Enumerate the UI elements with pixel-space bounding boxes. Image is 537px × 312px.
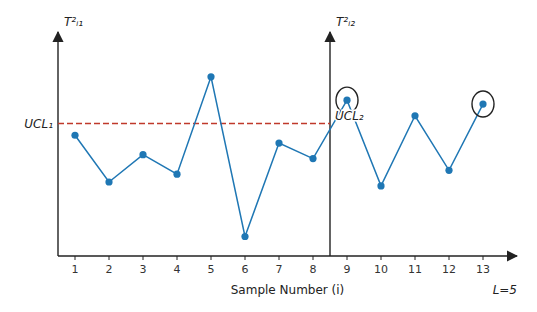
- series-line: [75, 77, 483, 237]
- x-tick-label: 8: [310, 263, 317, 276]
- y-axis-label-right: T²ᵢ₂: [336, 15, 355, 29]
- data-point: [479, 100, 486, 107]
- annotation: L=5: [493, 283, 517, 297]
- ucl-label: UCL₂: [335, 109, 364, 123]
- x-tick-label: 2: [106, 263, 113, 276]
- x-tick-label: 13: [476, 263, 490, 276]
- chart: 12345678910111213Sample Number (i)L=5T²ᵢ…: [0, 0, 537, 312]
- y-axis-label: T²ᵢ₁: [64, 15, 83, 29]
- x-axis: [58, 255, 517, 256]
- data-point: [309, 155, 316, 162]
- x-tick-label: 1: [72, 263, 79, 276]
- data-point: [139, 151, 146, 158]
- x-tick: [415, 256, 416, 260]
- y-axis: [57, 32, 58, 256]
- x-tick-label: 5: [208, 263, 215, 276]
- phase-split-axis: [329, 32, 330, 256]
- x-tick: [313, 256, 314, 260]
- x-tick: [483, 256, 484, 260]
- data-point: [275, 139, 282, 146]
- x-tick: [143, 256, 144, 260]
- data-point: [71, 132, 78, 139]
- x-tick: [177, 256, 178, 260]
- x-axis-label: Sample Number (i): [231, 283, 345, 297]
- ucl-label: UCL₁: [24, 117, 53, 131]
- x-tick-label: 4: [174, 263, 181, 276]
- data-point: [343, 97, 350, 104]
- x-tick-label: 9: [344, 263, 351, 276]
- plot-area: [58, 73, 494, 240]
- x-tick: [279, 256, 280, 260]
- x-tick-label: 11: [408, 263, 422, 276]
- x-tick: [211, 256, 212, 260]
- x-tick-label: 12: [442, 263, 456, 276]
- x-tick: [381, 256, 382, 260]
- data-point: [241, 233, 248, 240]
- data-point: [411, 112, 418, 119]
- data-point: [173, 171, 180, 178]
- x-tick: [347, 256, 348, 260]
- data-point: [207, 73, 214, 80]
- x-tick: [245, 256, 246, 260]
- x-tick: [109, 256, 110, 260]
- x-tick: [75, 256, 76, 260]
- x-tick-label: 7: [276, 263, 283, 276]
- x-tick: [449, 256, 450, 260]
- x-tick-label: 3: [140, 263, 147, 276]
- x-tick-label: 10: [374, 263, 388, 276]
- x-tick-label: 6: [242, 263, 249, 276]
- circled-point: [472, 91, 494, 117]
- data-point: [445, 167, 452, 174]
- data-point: [105, 178, 112, 185]
- data-point: [377, 182, 384, 189]
